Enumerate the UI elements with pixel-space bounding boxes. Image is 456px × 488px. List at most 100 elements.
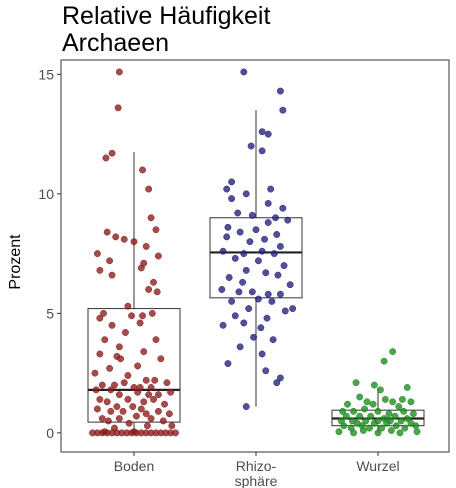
data-point-1-34	[242, 266, 250, 274]
y-tick-label-2: 10	[38, 186, 54, 202]
data-point-2-51	[374, 429, 382, 437]
data-point-0-60	[96, 395, 104, 403]
data-point-0-47	[98, 381, 106, 389]
data-point-1-17	[284, 216, 292, 224]
box-0	[87, 308, 181, 423]
data-point-0-29	[108, 321, 116, 329]
data-point-0-44	[142, 376, 150, 384]
data-point-1-53	[219, 321, 227, 329]
data-point-1-6	[258, 147, 266, 155]
data-point-1-59	[258, 350, 266, 358]
data-point-0-45	[151, 376, 159, 384]
data-point-1-40	[218, 286, 226, 293]
data-point-0-53	[92, 386, 100, 394]
data-point-2-14	[395, 403, 403, 411]
data-point-1-26	[276, 242, 284, 250]
data-point-0-17	[96, 266, 104, 274]
data-point-2-48	[335, 428, 343, 436]
data-point-0-1	[114, 104, 122, 112]
data-point-2-19	[385, 410, 393, 418]
chart-title-line-2: Archaeen	[62, 29, 169, 57]
x-tick-label-1-1: sphäre	[235, 473, 278, 488]
data-point-2-41	[412, 422, 420, 430]
data-point-1-3	[258, 128, 266, 136]
data-point-1-29	[258, 247, 266, 255]
x-tick-label-1-0: Rhizo-	[236, 458, 277, 474]
data-point-2-49	[413, 428, 421, 436]
data-point-0-55	[115, 391, 123, 399]
data-point-2-18	[374, 407, 382, 415]
data-point-1-63	[273, 379, 281, 387]
data-point-0-22	[153, 288, 161, 296]
data-point-2-15	[339, 407, 347, 415]
data-point-0-15	[106, 257, 114, 265]
data-point-2-13	[369, 400, 377, 408]
data-point-2-38	[340, 422, 348, 430]
data-point-2-33	[397, 417, 405, 425]
data-point-1-39	[286, 281, 294, 289]
data-point-0-23	[124, 302, 132, 310]
data-point-2-35	[370, 419, 378, 427]
data-point-0-28	[96, 314, 104, 322]
data-point-1-16	[272, 214, 279, 222]
data-point-0-102	[172, 429, 179, 437]
data-point-0-41	[106, 364, 114, 372]
data-point-0-42	[91, 369, 99, 377]
data-point-1-52	[263, 314, 271, 322]
data-point-1-64	[242, 403, 250, 411]
data-point-1-42	[248, 288, 256, 296]
data-point-0-3	[102, 154, 110, 162]
data-point-1-41	[235, 288, 243, 296]
y-tick-label-3: 15	[38, 66, 54, 82]
data-point-0-31	[122, 329, 129, 336]
data-point-2-44	[378, 424, 386, 432]
data-point-2-3	[370, 381, 378, 389]
data-point-1-22	[273, 231, 281, 238]
data-point-1-24	[261, 235, 268, 243]
data-point-0-66	[129, 403, 137, 411]
data-point-1-32	[254, 257, 262, 265]
data-point-0-26	[139, 312, 146, 320]
data-point-1-49	[281, 307, 289, 315]
data-point-0-48	[111, 381, 118, 389]
data-point-1-43	[264, 290, 272, 298]
data-point-2-50	[350, 429, 358, 437]
data-point-0-30	[136, 319, 144, 327]
data-point-2-20	[400, 407, 408, 415]
data-point-0-71	[119, 407, 127, 415]
data-point-1-28	[240, 250, 248, 258]
data-point-2-47	[387, 427, 395, 434]
data-point-1-38	[239, 278, 247, 286]
data-point-2-9	[381, 395, 389, 403]
data-point-0-36	[96, 350, 104, 358]
data-point-1-10	[242, 190, 250, 198]
data-point-0-4	[139, 166, 146, 174]
data-point-0-39	[157, 355, 165, 363]
data-point-0-33	[152, 336, 160, 344]
data-point-1-27	[219, 247, 227, 255]
data-point-0-35	[140, 348, 148, 356]
data-point-1-20	[252, 226, 260, 234]
data-point-0-25	[128, 312, 136, 320]
data-point-2-46	[359, 427, 367, 434]
data-point-1-60	[224, 360, 232, 368]
data-point-1-37	[225, 274, 233, 281]
data-point-1-13	[279, 204, 287, 212]
data-point-0-54	[107, 386, 115, 394]
data-point-0-65	[113, 403, 121, 411]
data-point-2-0	[389, 348, 397, 356]
x-tick-label-2-0: Wurzel	[356, 458, 399, 474]
data-point-2-1	[380, 357, 388, 365]
data-point-1-35	[262, 269, 270, 277]
data-point-1-51	[231, 312, 239, 320]
data-point-2-26	[391, 412, 399, 420]
data-point-0-56	[134, 388, 142, 396]
data-point-2-30	[362, 417, 370, 425]
data-point-1-18	[224, 223, 232, 231]
data-point-1-11	[228, 195, 236, 203]
data-point-0-13	[93, 250, 101, 258]
data-point-1-57	[269, 336, 277, 344]
data-point-2-7	[398, 395, 406, 403]
data-point-0-84	[143, 422, 151, 430]
